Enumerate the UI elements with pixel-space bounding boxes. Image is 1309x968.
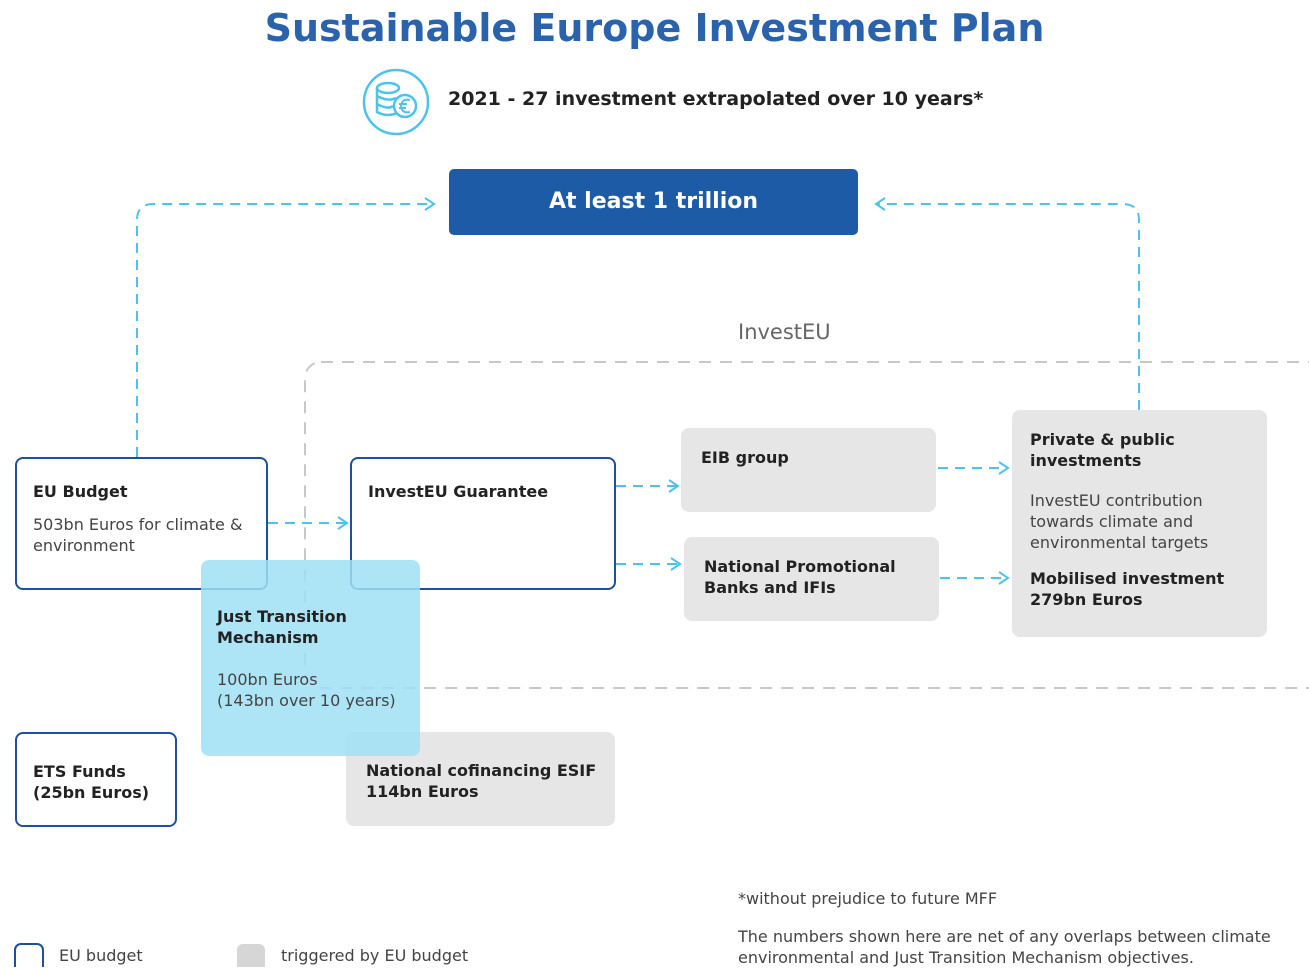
investeu-region: [304, 361, 1309, 689]
node-text: (143bn over 10 years): [217, 691, 396, 710]
node-title: Private & public investments: [1030, 430, 1175, 470]
node-text: 100bn Euros: [217, 670, 318, 689]
node-title: National Promotional Banks and IFIs: [704, 557, 896, 597]
note-line: The numbers shown here are net of any ov…: [738, 927, 1271, 946]
note-line: environmental and Just Transition Mechan…: [738, 948, 1194, 967]
node-text: InvestEU contribution towards climate an…: [1030, 491, 1209, 552]
npb-box: National Promotional Banks and IFIs: [684, 537, 939, 621]
node-title: Mobilised investment 279bn Euros: [1030, 569, 1225, 609]
node-title: InvestEU Guarantee: [368, 482, 549, 501]
note: The numbers shown here are net of any ov…: [738, 926, 1271, 968]
footnote: *without prejudice to future MFF: [738, 889, 998, 908]
node-text: 503bn Euros for climate & environment: [33, 515, 243, 555]
title: Sustainable Europe Investment Plan: [264, 6, 1045, 50]
arrow: [874, 197, 1140, 410]
legend-label: triggered by EU budget: [281, 946, 469, 965]
node-title: Just Transition Mechanism: [217, 607, 347, 647]
private-box: Private & public investments InvestEU co…: [1012, 410, 1267, 637]
arrow: [136, 197, 436, 457]
legend-label: EU budget: [59, 946, 143, 965]
subtitle: 2021 - 27 investment extrapolated over 1…: [448, 88, 984, 110]
legend-swatch-gray: [237, 944, 265, 967]
just-transition-box: Just Transition Mechanism 100bn Euros (1…: [201, 560, 420, 756]
eib-box: EIB group: [681, 428, 936, 512]
guarantee-box: InvestEU Guarantee: [350, 457, 616, 590]
node-title: National cofinancing ESIF 114bn Euros: [366, 761, 597, 801]
node-title: ETS Funds (25bn Euros): [33, 762, 150, 802]
ets-box: ETS Funds (25bn Euros): [15, 732, 177, 827]
coin-icon: [362, 68, 430, 136]
node-title: EIB group: [701, 448, 789, 467]
total: At least 1 trillion: [548, 189, 759, 214]
node-title: EU Budget: [33, 482, 128, 501]
total-box: At least 1 trillion: [449, 169, 858, 235]
region-label: InvestEU: [738, 320, 831, 344]
legend-swatch-blue: [14, 943, 44, 967]
